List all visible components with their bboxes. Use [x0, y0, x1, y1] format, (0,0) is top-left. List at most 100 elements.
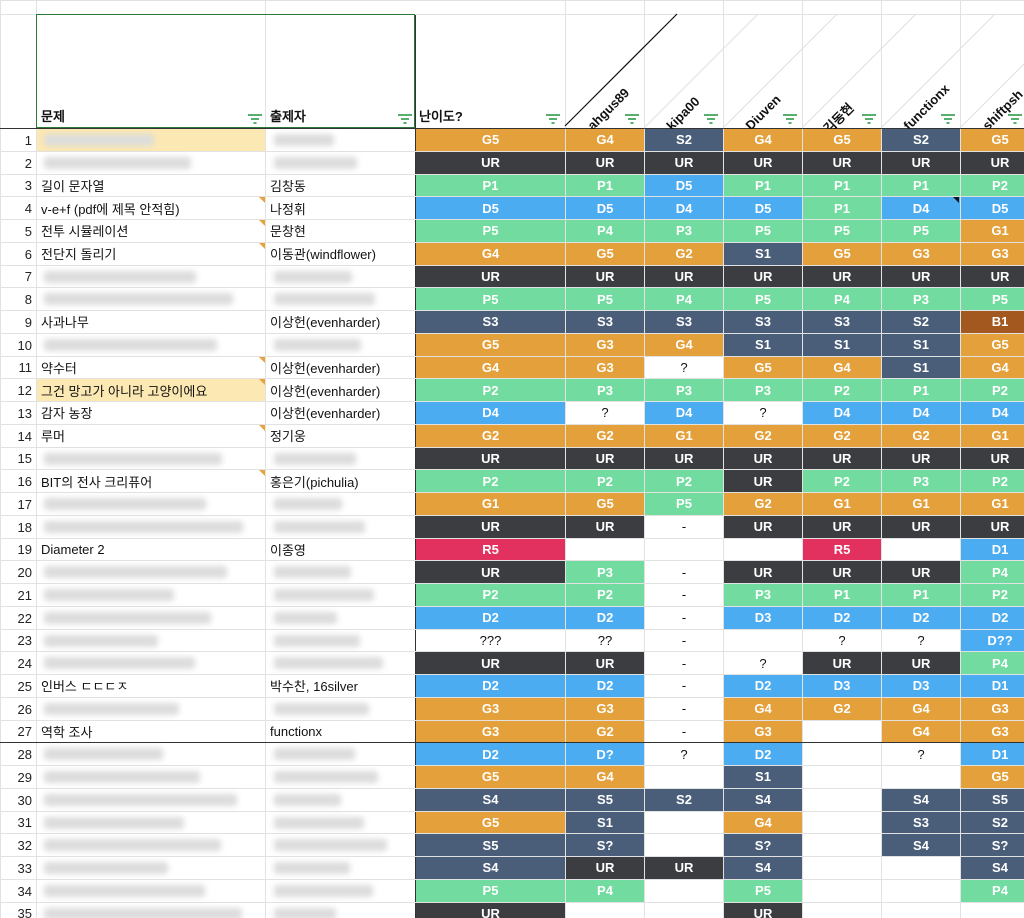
solver-grade-cell[interactable]: G4 — [961, 356, 1024, 379]
difficulty-cell[interactable]: G1 — [416, 493, 565, 515]
difficulty-cell[interactable]: UR — [416, 151, 565, 174]
solver-grade-cell[interactable]: G2 — [724, 424, 802, 447]
solver-grade-cell[interactable]: S3 — [882, 811, 960, 834]
solver-grade-cell[interactable]: G5 — [961, 333, 1024, 356]
solver-grade-cell[interactable]: P5 — [882, 220, 960, 242]
solver-grade-cell[interactable]: P5 — [961, 288, 1024, 310]
solver-grade-cell[interactable]: P5 — [803, 220, 881, 242]
row-number[interactable]: 25 — [17, 678, 32, 694]
comment-indicator[interactable] — [953, 197, 959, 204]
solver-grade-cell[interactable]: D4 — [882, 402, 960, 424]
solver-grade-cell[interactable]: D3 — [803, 675, 881, 697]
solver-grade-cell[interactable]: G2 — [803, 424, 881, 447]
solver-grade-cell[interactable]: G3 — [882, 242, 960, 265]
filter-icon[interactable] — [625, 114, 639, 124]
row-number[interactable]: 29 — [17, 769, 32, 785]
row-number[interactable]: 9 — [24, 314, 32, 330]
problem-cell[interactable]: Diameter 2 — [41, 541, 105, 557]
solver-grade-cell[interactable]: UR — [645, 151, 723, 174]
solver-grade-cell[interactable]: S2 — [961, 811, 1024, 834]
filter-icon[interactable] — [398, 114, 412, 124]
solver-grade-cell[interactable]: P3 — [566, 379, 644, 401]
problem-cell[interactable]: 루머 — [41, 429, 65, 445]
solver-grade-cell[interactable] — [724, 630, 802, 652]
solver-grade-cell[interactable]: UR — [882, 151, 960, 174]
solver-grade-cell[interactable]: ? — [680, 746, 688, 762]
solver-grade-cell[interactable]: S? — [961, 834, 1024, 856]
solver-grade-cell[interactable]: S1 — [803, 333, 881, 356]
solver-grade-cell[interactable]: G4 — [566, 766, 644, 788]
author-cell[interactable]: 나정휘 — [270, 201, 306, 217]
header-difficulty[interactable]: 난이도? — [419, 109, 463, 124]
solver-grade-cell[interactable]: - — [681, 632, 687, 648]
comment-indicator[interactable] — [259, 356, 265, 363]
row-number[interactable]: 32 — [17, 838, 32, 854]
difficulty-cell[interactable]: G2 — [416, 424, 565, 447]
solver-grade-cell[interactable]: S3 — [566, 311, 644, 333]
comment-indicator[interactable] — [259, 220, 265, 226]
difficulty-cell[interactable]: G3 — [416, 697, 565, 720]
difficulty-cell[interactable]: UR — [416, 447, 565, 470]
author-cell[interactable]: 김창동 — [270, 178, 306, 194]
solver-grade-cell[interactable] — [882, 766, 960, 788]
solver-grade-cell[interactable] — [803, 903, 881, 918]
solver-grade-cell[interactable]: - — [681, 678, 687, 694]
solver-grade-cell[interactable]: S4 — [724, 788, 802, 811]
solver-grade-cell[interactable]: UR — [566, 857, 644, 879]
comment-indicator[interactable] — [259, 379, 265, 386]
solver-grade-cell[interactable]: S3 — [724, 311, 802, 333]
solver-grade-cell[interactable]: UR — [566, 447, 644, 470]
problem-cell[interactable]: 전투 시뮬레이션 — [41, 224, 129, 240]
solver-grade-cell[interactable]: P3 — [882, 288, 960, 310]
problem-cell[interactable]: 그건 망고가 아니라 고양이에요 — [37, 379, 265, 401]
solver-grade-cell[interactable]: P2 — [566, 470, 644, 492]
solver-grade-cell[interactable]: UR — [882, 652, 960, 674]
filter-icon[interactable] — [1008, 114, 1022, 124]
row-number[interactable]: 11 — [18, 360, 33, 376]
solver-grade-cell[interactable]: G3 — [724, 720, 802, 743]
solver-grade-cell[interactable]: - — [681, 519, 687, 535]
filter-icon[interactable] — [862, 114, 876, 124]
solver-grade-cell[interactable]: D4 — [645, 197, 723, 219]
solver-grade-cell[interactable]: G4 — [724, 811, 802, 834]
difficulty-cell[interactable]: G4 — [416, 356, 565, 379]
solver-grade-cell[interactable]: UR — [566, 265, 644, 288]
solver-grade-cell[interactable]: P4 — [645, 288, 723, 310]
row-number[interactable]: 14 — [17, 428, 32, 444]
difficulty-cell[interactable]: P2 — [416, 379, 565, 401]
solver-grade-cell[interactable]: - — [681, 723, 687, 739]
solver-grade-cell[interactable]: D5 — [724, 197, 802, 219]
row-number[interactable]: 31 — [17, 815, 32, 831]
row-number[interactable]: 13 — [17, 405, 32, 421]
difficulty-cell[interactable]: G5 — [416, 333, 565, 356]
author-cell[interactable]: 이상헌(evenharder) — [270, 383, 381, 399]
solver-grade-cell[interactable]: UR — [724, 151, 802, 174]
solver-grade-cell[interactable]: UR — [961, 447, 1024, 470]
solver-grade-cell[interactable]: ? — [601, 405, 609, 421]
solver-grade-cell[interactable]: P3 — [645, 220, 723, 242]
difficulty-cell[interactable]: S5 — [416, 834, 565, 856]
solver-grade-cell[interactable]: ? — [917, 632, 925, 648]
row-number[interactable]: 27 — [17, 724, 32, 740]
solver-grade-cell[interactable] — [645, 539, 723, 561]
row-number[interactable]: 30 — [17, 792, 32, 808]
solver-grade-cell[interactable]: G3 — [566, 333, 644, 356]
solver-grade-cell[interactable] — [724, 539, 802, 561]
row-number[interactable]: 20 — [17, 565, 32, 581]
solver-grade-cell[interactable]: B1 — [961, 311, 1024, 333]
solver-grade-cell[interactable]: P1 — [803, 584, 881, 606]
row-number[interactable]: 18 — [17, 519, 32, 535]
solver-grade-cell[interactable]: G1 — [961, 220, 1024, 242]
solver-grade-cell[interactable]: P5 — [566, 288, 644, 310]
author-cell[interactable]: 박수찬, 16silver — [270, 679, 358, 695]
difficulty-cell[interactable]: S4 — [416, 857, 565, 879]
solver-grade-cell[interactable]: G5 — [566, 242, 644, 265]
solver-grade-cell[interactable]: G4 — [882, 720, 960, 743]
row-number[interactable]: 17 — [17, 496, 32, 512]
solver-grade-cell[interactable]: G1 — [803, 493, 881, 515]
difficulty-cell[interactable]: P5 — [416, 220, 565, 242]
row-number[interactable]: 8 — [24, 292, 32, 308]
solver-grade-cell[interactable]: G2 — [803, 697, 881, 720]
solver-grade-cell[interactable]: UR — [566, 515, 644, 538]
solver-grade-cell[interactable]: G4 — [882, 697, 960, 720]
